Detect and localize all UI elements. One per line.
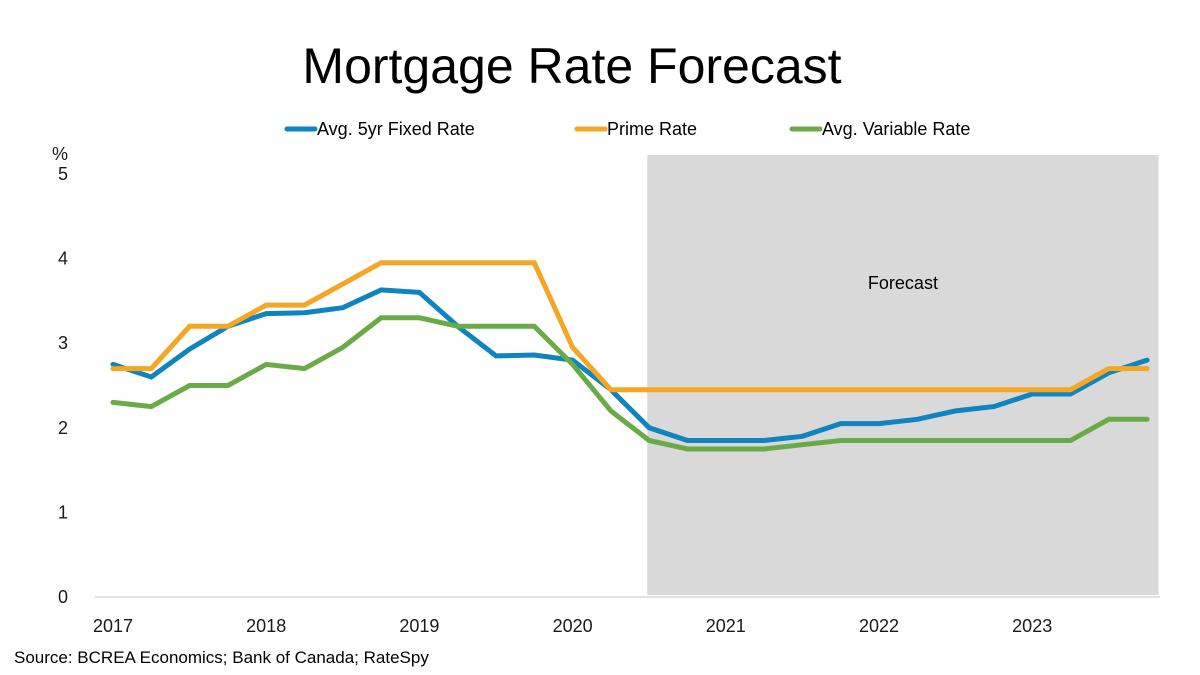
- series-line-avg-variable-rate: [110, 315, 1150, 452]
- legend-item: Avg. 5yr Fixed Rate: [284, 119, 475, 139]
- x-tick-label: 2017: [93, 616, 133, 636]
- y-tick-label: 3: [58, 333, 68, 353]
- y-axis-ticks: 0 1 2 3 4 5: [58, 164, 68, 607]
- series-line-prime-rate: [110, 260, 1150, 393]
- x-tick-label: 2020: [553, 616, 593, 636]
- forecast-label: Forecast: [868, 273, 938, 293]
- x-tick-label: 2021: [706, 616, 746, 636]
- legend-item: Avg. Variable Rate: [789, 119, 970, 139]
- legend-label: Prime Rate: [607, 119, 697, 139]
- x-tick-label: 2023: [1012, 616, 1052, 636]
- x-tick-label: 2018: [246, 616, 286, 636]
- x-tick-label: 2019: [399, 616, 439, 636]
- x-tick-label: 2022: [859, 616, 899, 636]
- y-tick-label: 0: [58, 587, 68, 607]
- y-tick-label: 1: [58, 502, 68, 522]
- legend-label: Avg. Variable Rate: [822, 119, 970, 139]
- y-axis-unit-label: %: [52, 144, 68, 164]
- series-lines: [110, 260, 1150, 452]
- y-tick-label: 2: [58, 418, 68, 438]
- y-tick-label: 5: [58, 164, 68, 184]
- legend-item: Prime Rate: [574, 119, 697, 139]
- y-tick-label: 4: [58, 249, 68, 269]
- x-axis-ticks: 2017 2018 2019 2020 2021 2022 2023: [93, 616, 1052, 636]
- source-note: Source: BCREA Economics; Bank of Canada;…: [14, 648, 429, 667]
- forecast-region: [647, 155, 1159, 595]
- legend-label: Avg. 5yr Fixed Rate: [317, 119, 475, 139]
- chart-title: Mortgage Rate Forecast: [302, 38, 841, 94]
- legend: Avg. 5yr Fixed Rate Prime Rate Avg. Variab…: [284, 119, 970, 139]
- series-line-avg-5yr-fixed-rate: [110, 287, 1150, 443]
